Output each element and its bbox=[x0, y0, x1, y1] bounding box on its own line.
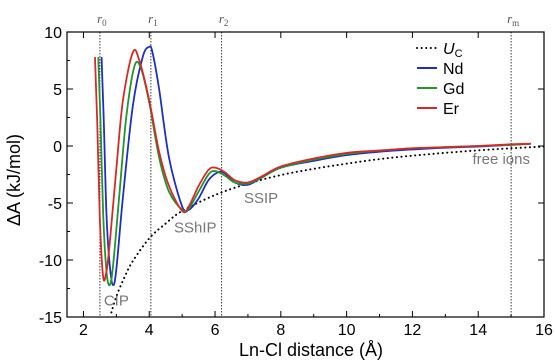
y-tick-label: 5 bbox=[53, 82, 62, 99]
legend-label-gd: Gd bbox=[443, 81, 464, 98]
legend-symbol: U bbox=[443, 41, 455, 58]
x-tick-label: 4 bbox=[145, 322, 154, 339]
reference-subscript: 1 bbox=[153, 18, 158, 28]
reference-subscript: 2 bbox=[224, 18, 229, 28]
x-axis-title: Ln-Cl distance (Å) bbox=[239, 340, 383, 360]
reference-label-2: r2 bbox=[219, 11, 229, 28]
reference-symbol: r bbox=[148, 11, 154, 26]
y-tick-label: 0 bbox=[53, 139, 62, 156]
annotation-ssip: SSIP bbox=[244, 190, 278, 207]
x-tick-label: 6 bbox=[211, 322, 220, 339]
reference-label-1: r1 bbox=[148, 11, 158, 28]
legend-label-nd: Nd bbox=[443, 61, 463, 78]
reference-label-m: rm bbox=[507, 11, 519, 28]
x-tick-label: 12 bbox=[404, 322, 422, 339]
x-tick-label: 8 bbox=[276, 322, 285, 339]
x-tick-label: 16 bbox=[535, 322, 553, 339]
x-tick-label: 2 bbox=[79, 322, 88, 339]
reference-symbol: r bbox=[219, 11, 225, 26]
y-tick-label: -10 bbox=[39, 253, 62, 270]
y-tick-label: 10 bbox=[44, 25, 62, 42]
series-line-nd bbox=[100, 45, 531, 287]
series-line-er bbox=[94, 48, 531, 282]
legend-label-coulomb: UC bbox=[443, 41, 463, 60]
coulomb-line bbox=[110, 145, 544, 314]
x-tick-label: 10 bbox=[338, 322, 356, 339]
annotation-cip: CIP bbox=[104, 293, 129, 310]
legend-label-er: Er bbox=[443, 101, 460, 118]
y-axis-title: ΔA (kJ/mol) bbox=[4, 134, 24, 226]
reference-subscript: m bbox=[512, 18, 519, 28]
axes-layer: 2 4 6 8 10 12 14 16 -15 -10 -5 0 5 10 bbox=[39, 25, 553, 339]
legend-subscript: C bbox=[455, 48, 463, 60]
series-line-gd bbox=[97, 57, 531, 287]
reference-symbol: r bbox=[507, 11, 513, 26]
reference-subscript: 0 bbox=[102, 18, 107, 28]
y-tick-label: -5 bbox=[48, 196, 62, 213]
x-tick-label: 14 bbox=[469, 322, 487, 339]
reference-symbol: r bbox=[97, 11, 103, 26]
y-tick-label: -15 bbox=[39, 310, 62, 327]
annotation-free-ions: free ions bbox=[472, 151, 530, 168]
reference-label-0: r0 bbox=[97, 11, 107, 28]
series-layer bbox=[94, 45, 544, 314]
annotation-sship: SShIP bbox=[174, 220, 217, 237]
